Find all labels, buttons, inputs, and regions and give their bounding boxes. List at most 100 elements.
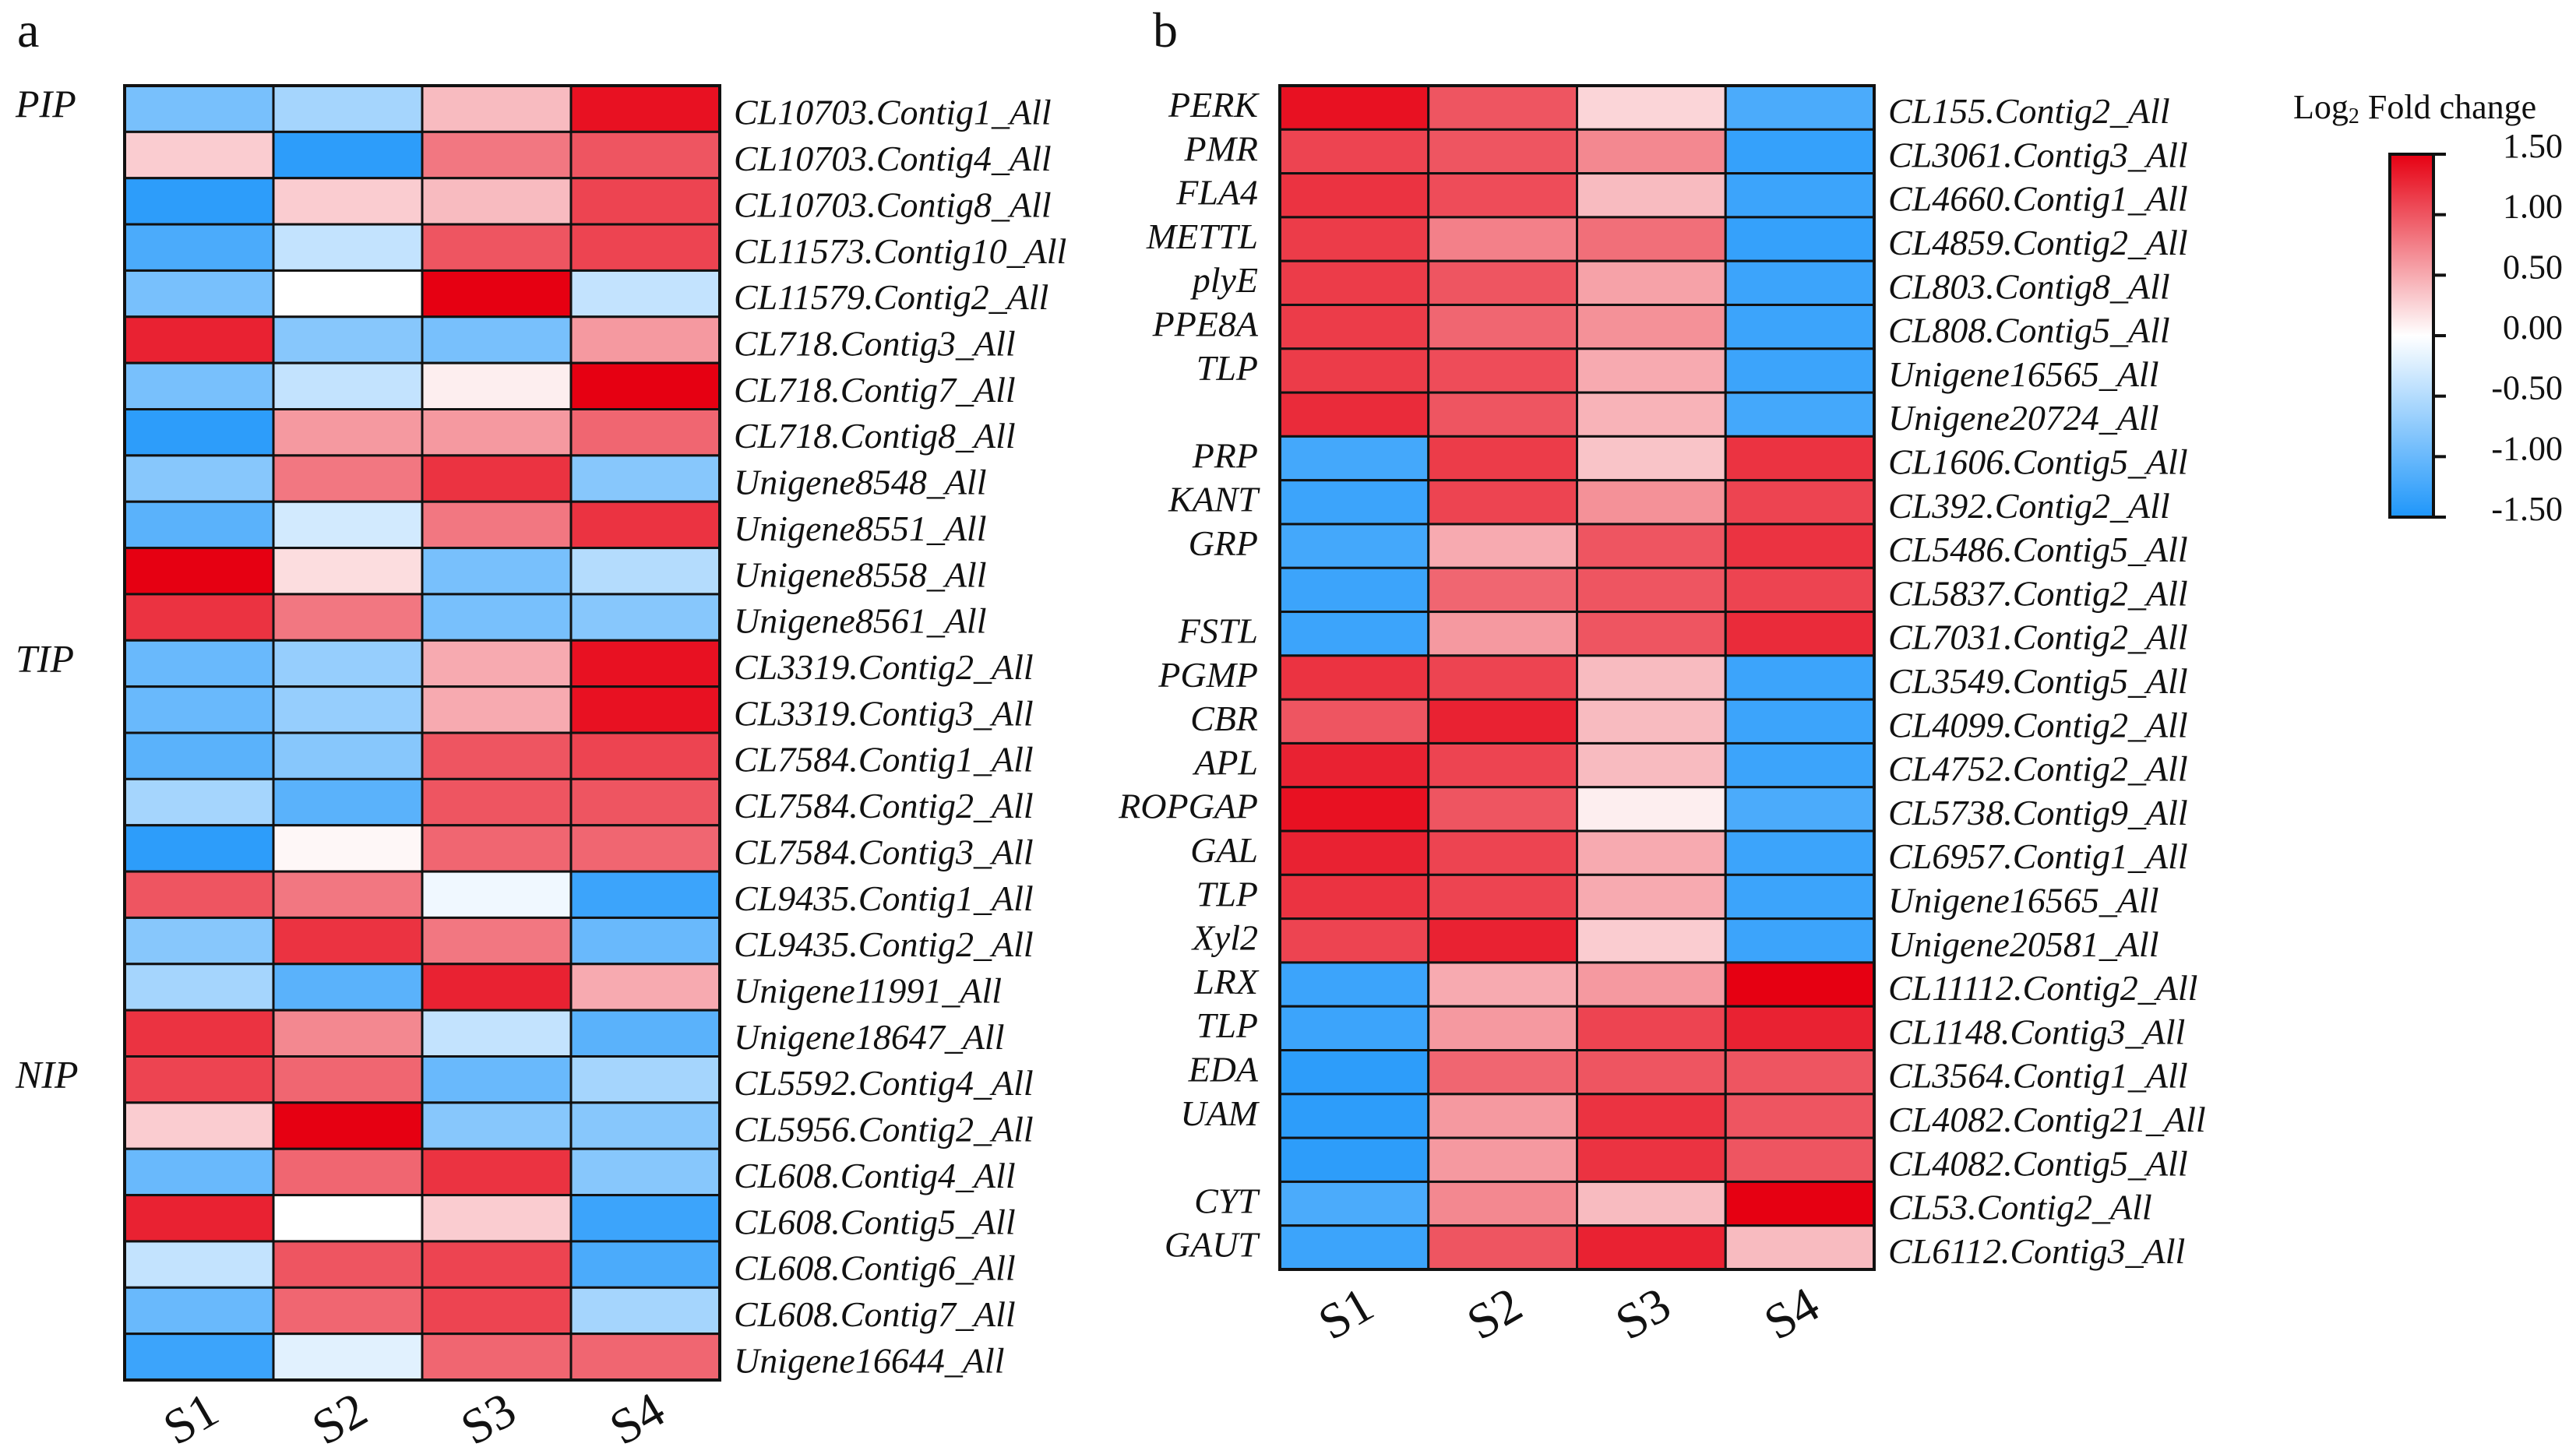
gene-label: PMR xyxy=(1183,129,1258,168)
heatmap-cell xyxy=(272,916,424,966)
heatmap-cell xyxy=(421,454,573,503)
heatmap-cell xyxy=(1724,523,1876,569)
row-label: CL9435.Contig1_All xyxy=(734,878,1034,918)
heatmap-cell xyxy=(1427,216,1578,262)
gene-label: FSTL xyxy=(1178,611,1258,651)
heatmap-cell xyxy=(272,454,424,503)
heatmap-cell xyxy=(1278,1136,1430,1183)
group-label: PIP xyxy=(15,82,76,125)
heatmap-cell xyxy=(569,269,721,319)
heatmap-cell xyxy=(1278,654,1430,701)
heatmap-cell xyxy=(123,315,275,364)
gene-label: APL xyxy=(1192,742,1258,782)
heatmap-cell xyxy=(123,1009,275,1058)
heatmap-cell xyxy=(1724,873,1876,921)
heatmap-cell xyxy=(1576,172,1727,219)
heatmap-cell xyxy=(1278,84,1430,131)
row-label: CL803.Contig8_All xyxy=(1888,266,2170,306)
row-label: CL718.Contig7_All xyxy=(734,370,1016,410)
heatmap-cell xyxy=(569,500,721,550)
heatmap-cell xyxy=(1576,566,1727,614)
heatmap-cell xyxy=(1724,566,1876,614)
heatmap-cell xyxy=(1576,829,1727,876)
heatmap-cell xyxy=(272,361,424,410)
heatmap-cell xyxy=(569,963,721,1012)
row-label: CL3549.Contig5_All xyxy=(1888,661,2188,701)
row-label: CL53.Contig2_All xyxy=(1888,1188,2152,1227)
heatmap-cell xyxy=(1427,1180,1578,1227)
heatmap-a: CL10703.Contig1_All CL10703.Contig4_All CL… xyxy=(15,82,1066,1454)
heatmap-cell xyxy=(421,269,573,319)
gene-label: LRX xyxy=(1193,962,1260,1002)
gene-label: Xyl2 xyxy=(1191,918,1258,958)
heatmap-cell xyxy=(421,1055,573,1104)
heatmap-cell xyxy=(272,1333,424,1382)
heatmap-cell xyxy=(1427,1136,1578,1183)
heatmap-cell xyxy=(1724,128,1876,175)
heatmap-cell xyxy=(272,177,424,226)
row-label: CL3319.Contig3_All xyxy=(734,693,1034,733)
row-label: Unigene11991_All xyxy=(734,970,1002,1010)
heatmap-cell xyxy=(421,408,573,457)
row-label: CL1606.Contig5_All xyxy=(1888,442,2188,482)
heatmap-cell xyxy=(1278,435,1430,482)
legend-tick-label: 1.50 xyxy=(2503,127,2563,165)
heatmap-cell xyxy=(569,639,721,688)
heatmap-cell xyxy=(1427,1049,1578,1096)
row-label: CL5837.Contig2_All xyxy=(1888,573,2188,613)
heatmap-cell xyxy=(1724,611,1876,657)
heatmap-cell xyxy=(1724,216,1876,262)
heatmap-cell xyxy=(421,1194,573,1243)
heatmap-cell xyxy=(569,454,721,503)
row-label: CL4752.Contig2_All xyxy=(1888,749,2188,789)
heatmap-cell xyxy=(1724,786,1876,833)
row-label: CL10703.Contig4_All xyxy=(734,139,1052,178)
heatmap-cell xyxy=(421,500,573,550)
gene-label: PERK xyxy=(1168,85,1260,125)
row-label: CL10703.Contig1_All xyxy=(734,93,1052,132)
heatmap-cell xyxy=(421,177,573,226)
gene-label: CBR xyxy=(1190,699,1258,738)
gene-label: PPE8A xyxy=(1152,304,1259,343)
row-label: CL718.Contig8_All xyxy=(734,416,1016,456)
row-label: CL5738.Contig9_All xyxy=(1888,793,2188,833)
heatmap-cell xyxy=(1278,172,1430,219)
heatmap-cell xyxy=(1724,435,1876,482)
heatmap-cell xyxy=(123,916,275,966)
heatmap-cell xyxy=(1724,961,1876,1008)
legend-tick-label: -1.50 xyxy=(2491,490,2563,528)
heatmap-cell xyxy=(123,870,275,919)
heatmap-cell xyxy=(123,1286,275,1336)
heatmap-cell xyxy=(1278,566,1430,614)
heatmap-cell xyxy=(123,500,275,550)
heatmap-cell xyxy=(1576,479,1727,526)
heatmap-cell xyxy=(123,223,275,272)
gene-label: UAM xyxy=(1180,1093,1260,1133)
heatmap-cell xyxy=(1724,1180,1876,1227)
heatmap-cell xyxy=(569,685,721,734)
heatmap-cell xyxy=(1427,611,1578,657)
heatmap-cell xyxy=(123,593,275,642)
heatmap-cell xyxy=(1278,216,1430,262)
legend-tick-label: 0.50 xyxy=(2503,248,2563,286)
heatmap-cell xyxy=(1576,347,1727,394)
heatmap-cell xyxy=(1278,391,1430,438)
heatmap-cell xyxy=(272,824,424,873)
heatmap-cell xyxy=(1427,1005,1578,1052)
heatmap-cell xyxy=(272,223,424,272)
heatmap-cell xyxy=(1278,479,1430,526)
heatmap-cell xyxy=(1427,303,1578,350)
gene-label: GAL xyxy=(1190,830,1258,870)
heatmap-cell xyxy=(1427,698,1578,745)
heatmap-cell xyxy=(1278,917,1430,964)
heatmap-cell xyxy=(272,547,424,596)
heatmap-cell xyxy=(1576,523,1727,569)
row-label: CL6957.Contig1_All xyxy=(1888,836,2188,876)
heatmap-cell xyxy=(123,1101,275,1150)
heatmap-cell xyxy=(272,1101,424,1150)
heatmap-cell xyxy=(1427,523,1578,569)
heatmap-cell xyxy=(1724,1093,1876,1139)
heatmap-cell xyxy=(1278,873,1430,921)
heatmap-cell xyxy=(1427,128,1578,175)
gene-label: TLP xyxy=(1196,874,1258,914)
